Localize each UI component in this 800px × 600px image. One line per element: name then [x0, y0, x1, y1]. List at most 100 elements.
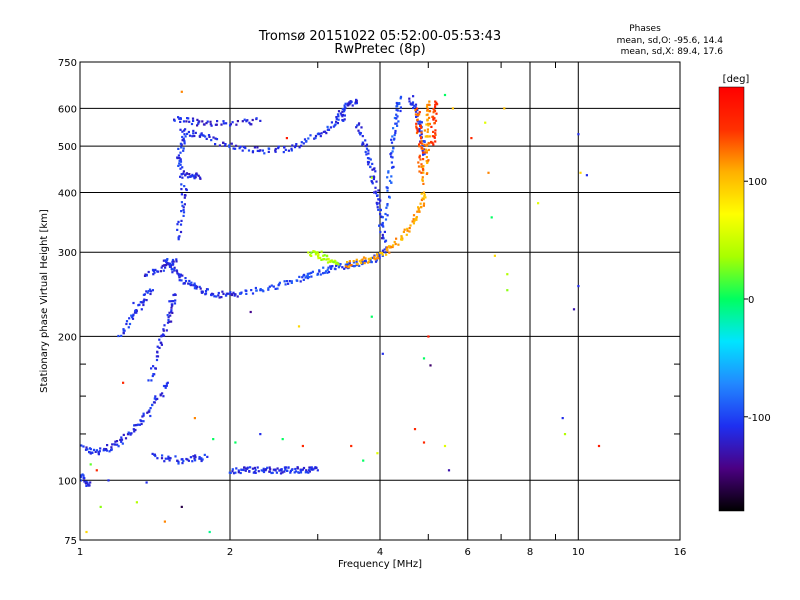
echo-point: [192, 119, 195, 122]
echo-point: [181, 176, 184, 179]
echo-point: [178, 162, 181, 165]
echo-point: [105, 449, 108, 452]
echo-point: [229, 123, 232, 126]
echo-point: [234, 471, 237, 474]
echo-point: [395, 122, 398, 125]
echo-point: [325, 258, 328, 261]
echo-point: [285, 280, 288, 283]
echo-point: [251, 151, 254, 154]
echo-point: [305, 140, 308, 143]
echo-point: [201, 120, 204, 123]
echo-point: [311, 270, 314, 273]
echo-point: [180, 146, 183, 149]
colorbar: [718, 86, 745, 512]
echo-point: [537, 202, 540, 205]
echo-point: [176, 272, 179, 275]
echo-point: [195, 173, 198, 176]
echo-point: [97, 451, 100, 454]
echo-point: [185, 172, 188, 175]
echo-point: [160, 266, 163, 269]
echo-point: [327, 257, 330, 261]
echo-point: [179, 167, 182, 170]
echo-point: [384, 212, 387, 216]
echo-point: [186, 132, 189, 135]
echo-point: [412, 218, 415, 221]
echo-point: [414, 110, 418, 113]
echo-point: [217, 294, 220, 297]
x-tick-label: 4: [377, 547, 383, 558]
echo-point: [180, 193, 183, 196]
echo-point: [346, 102, 349, 105]
data-points: [79, 90, 601, 534]
echo-point: [180, 219, 183, 222]
echo-point: [155, 358, 159, 362]
echo-point: [376, 253, 379, 256]
echo-point: [374, 192, 378, 195]
echo-point: [143, 298, 146, 301]
echo-point: [435, 112, 438, 115]
echo-point: [290, 147, 293, 150]
echo-point: [425, 149, 428, 153]
echo-point: [284, 283, 287, 286]
echo-point: [357, 129, 360, 132]
echo-point: [184, 128, 187, 131]
echo-point: [395, 117, 398, 120]
echo-point: [319, 256, 322, 259]
echo-point: [179, 120, 182, 123]
echo-point: [341, 110, 344, 113]
echo-point: [243, 466, 246, 469]
echo-point: [388, 251, 391, 254]
echo-point: [418, 170, 421, 173]
echo-point: [322, 258, 325, 261]
echo-point: [428, 110, 432, 113]
echo-point: [330, 259, 333, 262]
echo-point: [181, 462, 184, 465]
echo-point: [287, 149, 290, 152]
echo-point: [312, 250, 315, 253]
echo-point: [259, 119, 262, 122]
echo-point: [172, 260, 175, 263]
echo-point: [317, 257, 320, 260]
echo-point: [165, 329, 168, 332]
echo-point: [338, 264, 341, 267]
echo-point: [408, 230, 411, 233]
echo-point: [411, 103, 414, 106]
echo-point: [391, 245, 394, 249]
echo-point: [162, 328, 165, 331]
echo-point: [170, 309, 173, 312]
echo-point: [170, 268, 174, 271]
echo-point: [432, 108, 435, 111]
echo-point: [325, 270, 328, 273]
echo-point: [168, 300, 171, 303]
echo-point: [251, 292, 255, 295]
echo-point: [426, 143, 429, 146]
echo-point: [214, 143, 217, 146]
echo-point: [217, 291, 220, 295]
echo-point: [431, 141, 434, 144]
echo-point: [168, 265, 172, 268]
echo-point: [171, 303, 174, 306]
echo-point: [277, 147, 280, 150]
echo-point: [179, 223, 183, 226]
echo-point: [89, 463, 92, 466]
echo-point: [171, 260, 174, 263]
echo-point: [206, 120, 209, 123]
echo-point: [166, 457, 169, 460]
echo-point: [232, 472, 236, 475]
echo-point: [170, 300, 173, 303]
echo-point: [396, 115, 399, 118]
echo-point: [180, 188, 183, 191]
echo-point: [422, 153, 425, 156]
echo-point: [422, 148, 426, 151]
echo-point: [272, 468, 275, 471]
echo-point: [384, 240, 387, 243]
echo-point: [371, 162, 374, 165]
echo-point: [369, 165, 372, 169]
echo-point: [146, 411, 149, 414]
echo-point: [309, 468, 312, 471]
echo-point: [418, 210, 421, 213]
echo-point: [114, 443, 117, 446]
echo-point: [198, 456, 201, 459]
echo-point: [301, 276, 304, 279]
echo-point: [314, 134, 318, 138]
